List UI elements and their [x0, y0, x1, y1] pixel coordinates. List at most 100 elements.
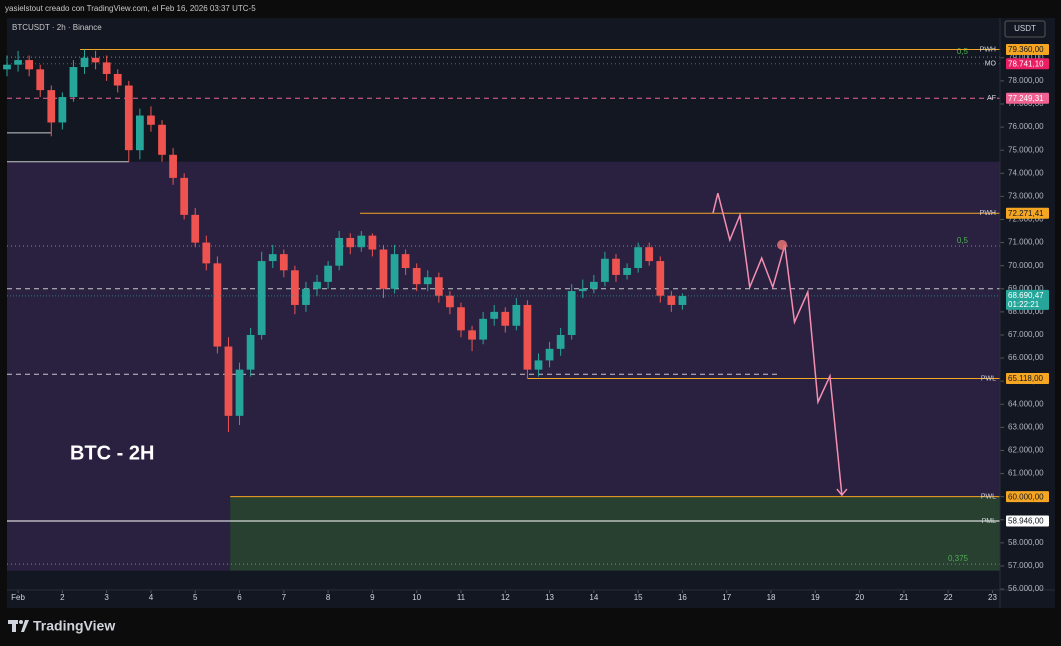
brand: TradingView [33, 618, 115, 634]
y-tick-label: 63.000,00 [1008, 422, 1044, 431]
candle-body [545, 348, 554, 361]
x-tick-label: 8 [326, 593, 331, 602]
price-box [1006, 58, 1049, 70]
level-name: MO [985, 61, 997, 68]
candle-body [446, 295, 454, 308]
y-tick-label: 56.000,00 [1008, 584, 1044, 593]
candle-body [490, 311, 499, 319]
candle-body [412, 267, 421, 285]
candle-body [468, 330, 476, 340]
price-box-label: 79.360,00 [1008, 45, 1044, 54]
level-name: PWL [981, 375, 996, 382]
price-box-label: 65.118,00 [1008, 374, 1044, 383]
y-tick-label: 76.000,00 [1008, 122, 1044, 131]
candle-body [457, 307, 465, 331]
y-tick-label: 67.000,00 [1008, 330, 1044, 339]
candle-body [113, 73, 122, 86]
x-tick-label: 3 [104, 593, 109, 602]
projection-point [777, 239, 788, 250]
candle-body [667, 295, 676, 305]
candle-body [379, 249, 388, 289]
price-box-label: 60.000,00 [1008, 492, 1044, 501]
candle-body [390, 254, 399, 289]
candle-body [14, 60, 22, 65]
price-box [1006, 515, 1049, 527]
y-tick-label: 78.000,00 [1008, 76, 1044, 85]
last-price-label: 68.690,47 [1008, 291, 1044, 300]
price-box [1006, 207, 1049, 219]
candle-body [302, 288, 310, 305]
y-tick-label: 66.000,00 [1008, 353, 1044, 362]
x-tick-label: 4 [149, 593, 154, 602]
x-tick-label: 18 [767, 593, 776, 602]
x-tick-label: 6 [237, 593, 242, 602]
x-tick-label: 10 [412, 593, 421, 602]
annotation: BTC - 2H [70, 442, 154, 464]
candle-body [91, 57, 100, 63]
level-name: PWH [980, 210, 996, 217]
x-tick-label: 16 [678, 593, 687, 602]
candle-body [357, 235, 366, 248]
candle-body [567, 291, 576, 335]
price-box [1006, 372, 1049, 384]
price-box-label: 58.946,00 [1008, 517, 1044, 526]
x-tick-label: 9 [370, 593, 375, 602]
candle-body [102, 62, 111, 74]
y-tick-label: 69.000,00 [1008, 284, 1044, 293]
candle-body [279, 254, 288, 271]
candle-body [589, 281, 598, 289]
y-tick-label: 75.000,00 [1008, 145, 1044, 154]
y-tick-label: 71.000,00 [1008, 238, 1044, 247]
y-tick-label: 70.000,00 [1008, 261, 1044, 270]
candle-body [512, 304, 521, 326]
y-tick-label: 73.000,00 [1008, 191, 1044, 200]
candle-body [601, 258, 609, 282]
price-box [1006, 491, 1049, 503]
candle-body [523, 304, 532, 370]
candle-body [257, 261, 266, 335]
candle-body [291, 270, 299, 305]
candle-body [645, 247, 654, 262]
candle-body [135, 115, 144, 151]
currency-button[interactable] [1004, 20, 1046, 38]
y-tick-label: 79.000,00 [1008, 53, 1044, 62]
x-tick-label: 23 [988, 593, 997, 602]
candle-body [368, 235, 377, 250]
x-tick-label: 22 [944, 593, 953, 602]
x-tick-label: Feb [11, 593, 25, 602]
credit: yasielstout creado con TradingView.com, … [5, 4, 256, 13]
candle-body [656, 261, 665, 296]
candle-body [147, 115, 155, 125]
countdown: 01:22:21 [1008, 300, 1040, 309]
candle-body [623, 267, 631, 275]
candle-body [36, 69, 45, 91]
level-name: PWH [980, 46, 996, 53]
candle-body [612, 258, 620, 275]
candle-body [401, 254, 410, 268]
candle-body [69, 67, 78, 98]
tv-logo [8, 620, 29, 632]
price-box-label: 77.249,31 [1008, 94, 1044, 103]
y-tick-label: 57.000,00 [1008, 561, 1044, 570]
candle-body [58, 97, 67, 123]
candle-body [268, 254, 277, 262]
candle-body [124, 85, 133, 151]
price-box-label: 78.741,10 [1008, 59, 1044, 68]
x-tick-label: 12 [501, 593, 510, 602]
candle-body [47, 90, 56, 123]
candle-body [335, 237, 344, 266]
candle-body [158, 124, 166, 155]
x-tick-label: 7 [282, 593, 287, 602]
arrow-head [836, 488, 848, 497]
x-tick-label: 17 [722, 593, 731, 602]
y-tick-label: 58.000,00 [1008, 538, 1044, 547]
x-tick-label: 15 [634, 593, 643, 602]
candle-body [313, 281, 321, 289]
level-name: PWL [981, 494, 996, 501]
x-tick-label: 11 [457, 593, 466, 602]
candle-body [191, 214, 200, 243]
price-box-label: 72.271,41 [1008, 209, 1044, 218]
candle-body [434, 277, 443, 296]
price-box [1006, 92, 1049, 104]
